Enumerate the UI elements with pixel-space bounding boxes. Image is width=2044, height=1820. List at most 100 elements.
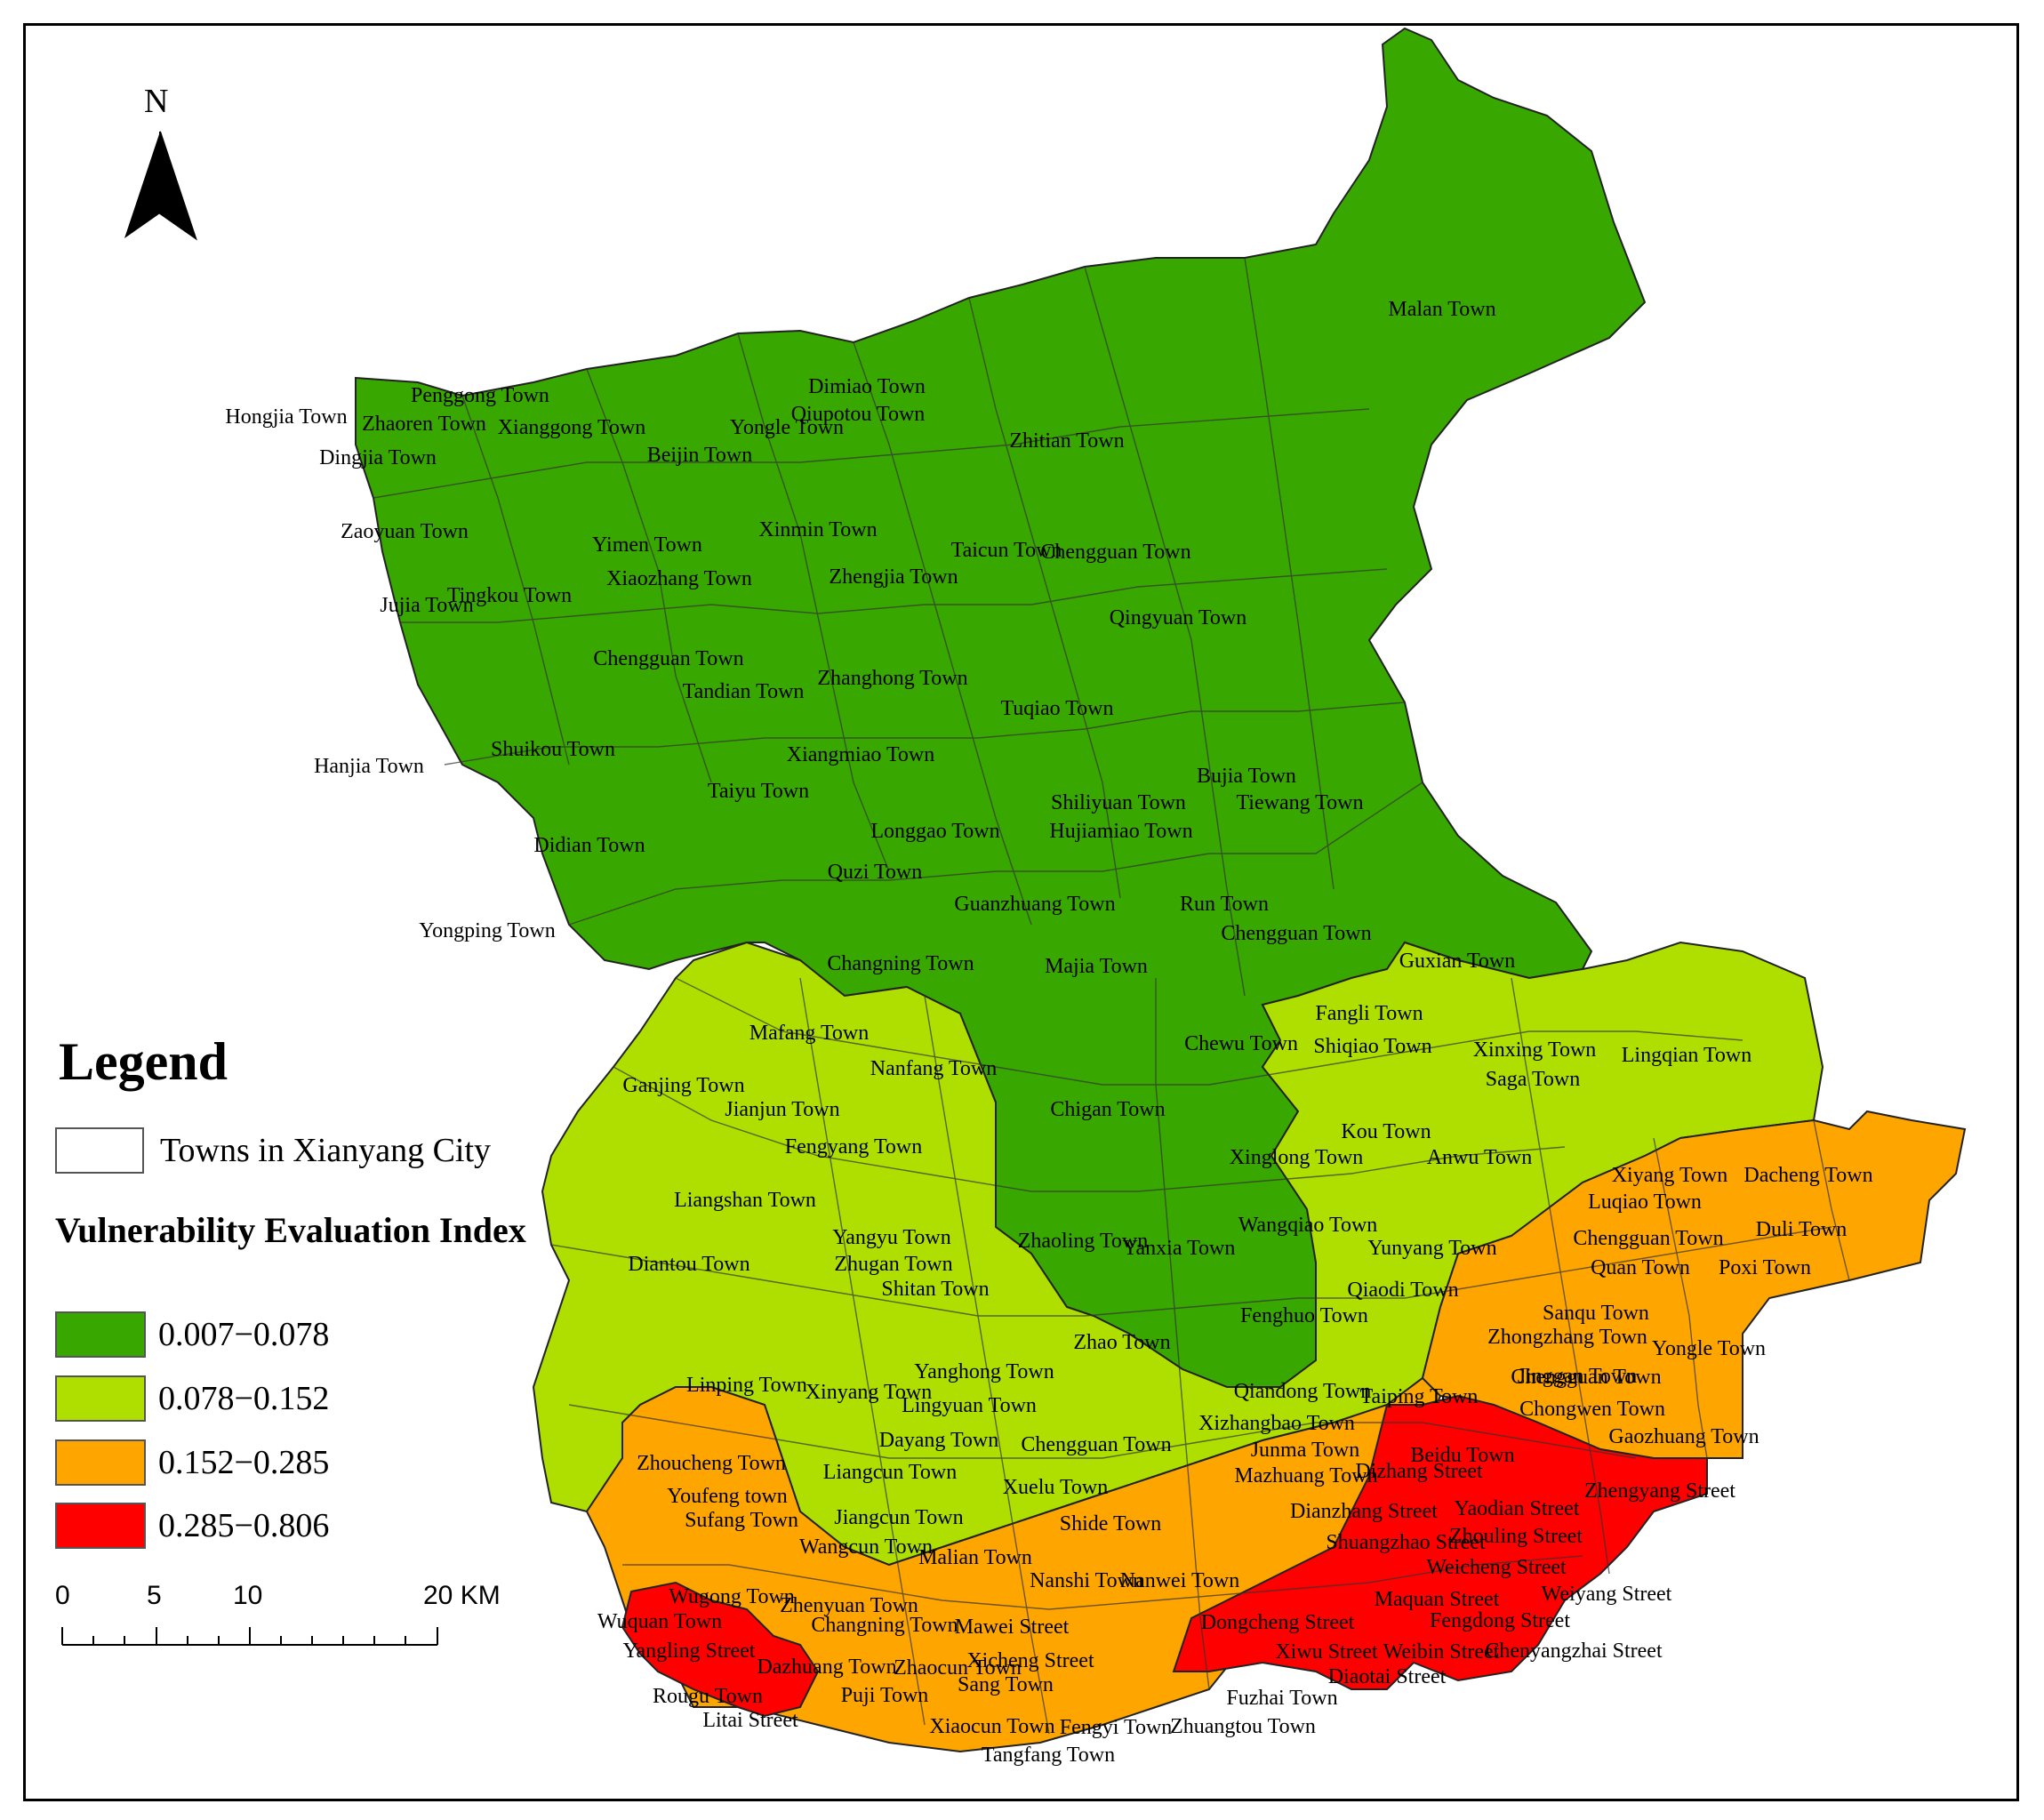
town-label: Hongjia Town bbox=[225, 405, 347, 429]
town-label: Wuquan Town bbox=[597, 1610, 722, 1633]
town-label: Duli Town bbox=[1756, 1218, 1848, 1241]
town-label: Quzi Town bbox=[828, 861, 923, 884]
town-label: Chengguan Town bbox=[1221, 922, 1371, 945]
town-label: Lingyuan Town bbox=[902, 1394, 1037, 1417]
legend-towns-entry: Towns in Xianyang City bbox=[55, 1127, 491, 1174]
town-label: Zhaocun Town bbox=[894, 1656, 1022, 1680]
legend-swatch bbox=[55, 1503, 146, 1549]
town-label: Chengguan Town bbox=[593, 647, 743, 670]
town-label: Zhuangtou Town bbox=[1170, 1715, 1316, 1738]
town-label: Tangfang Town bbox=[982, 1744, 1115, 1767]
town-label: Dimiao Town bbox=[808, 375, 926, 398]
town-label: Taicun Town bbox=[951, 539, 1062, 562]
legend-swatch bbox=[55, 1311, 146, 1358]
town-label: Liangcun Town bbox=[823, 1461, 958, 1484]
town-label: Yongping Town bbox=[419, 919, 555, 942]
town-label: Xizhangbao Town bbox=[1198, 1412, 1355, 1435]
town-label: Xinglong Town bbox=[1230, 1146, 1364, 1169]
town-label: Zhitian Town bbox=[1009, 429, 1124, 453]
town-label: Yimen Town bbox=[592, 533, 702, 557]
town-label: Jianjun Town bbox=[725, 1098, 839, 1121]
legend-index-title: Vulnerability Evaluation Index bbox=[55, 1210, 526, 1250]
town-label: Qiandong Town bbox=[1234, 1380, 1372, 1403]
town-label: Xuelu Town bbox=[1003, 1476, 1109, 1499]
town-label: Chengguan Town bbox=[1573, 1227, 1723, 1250]
town-labels: Malan Town Penggong Town Hongjia Town Zhaor… bbox=[225, 298, 1872, 1767]
town-label: Nanshi Town bbox=[1030, 1569, 1143, 1592]
town-label: Zhaoling Town bbox=[1018, 1230, 1149, 1253]
legend-class-1: 0.007−0.078 bbox=[55, 1311, 329, 1358]
north-label: N bbox=[144, 83, 169, 120]
town-label: Fengyang Town bbox=[785, 1135, 923, 1159]
town-label: Litai Street bbox=[702, 1709, 798, 1732]
town-label: Lingqian Town bbox=[1622, 1044, 1752, 1067]
town-label: Bujia Town bbox=[1197, 765, 1296, 788]
town-label: Yongle Town bbox=[730, 416, 844, 439]
town-boundaries bbox=[373, 257, 1850, 1735]
town-label: Zhoucheng Town bbox=[637, 1452, 786, 1475]
town-label: Rougu Town bbox=[653, 1685, 763, 1708]
town-label: Xiangmiao Town bbox=[787, 743, 935, 766]
legend-class-label: 0.078−0.152 bbox=[158, 1380, 330, 1417]
town-label: Wangcun Town bbox=[799, 1535, 933, 1559]
town-label: Tiewang Town bbox=[1236, 791, 1363, 814]
town-label: Dizhang Street bbox=[1355, 1460, 1483, 1483]
town-label: Yongle Town bbox=[1652, 1337, 1766, 1360]
town-label: Sang Town bbox=[958, 1673, 1054, 1696]
town-label: Majia Town bbox=[1045, 955, 1148, 978]
scale-tick-label: 20 KM bbox=[423, 1581, 501, 1610]
town-label: Yanghong Town bbox=[914, 1360, 1054, 1383]
town-label: Jiangcun Town bbox=[834, 1506, 963, 1529]
town-label: Fengyi Town bbox=[1060, 1716, 1173, 1739]
town-label: Zhaoren Town bbox=[362, 413, 486, 436]
town-label: Youfeng town bbox=[667, 1485, 788, 1508]
town-label: Fuzhai Town bbox=[1226, 1687, 1337, 1710]
town-label: Taiyu Town bbox=[708, 780, 809, 803]
legend-class-3: 0.152−0.285 bbox=[55, 1439, 329, 1486]
town-label: Zhugan Town bbox=[834, 1253, 952, 1276]
town-label: Jujia Town bbox=[380, 594, 473, 617]
town-label: Puji Town bbox=[841, 1684, 929, 1707]
town-label: Weiyang Street bbox=[1542, 1583, 1672, 1606]
town-label: Hanjia Town bbox=[314, 755, 424, 778]
north-arrow-icon bbox=[124, 131, 197, 241]
town-label: Zhongzhang Town bbox=[1487, 1326, 1647, 1349]
town-label: Ganjing Town bbox=[622, 1074, 744, 1097]
town-label: Tingkou Town bbox=[447, 584, 572, 607]
town-label: Xianggong Town bbox=[498, 416, 646, 439]
town-label: Chewu Town bbox=[1184, 1032, 1298, 1055]
town-label: Zhengjia Town bbox=[829, 565, 958, 589]
town-label: Qiupotou Town bbox=[791, 403, 926, 426]
legend-towns-label: Towns in Xianyang City bbox=[160, 1132, 492, 1169]
town-label: Chigan Town bbox=[1050, 1098, 1165, 1121]
town-label: Dongcheng Street bbox=[1201, 1611, 1355, 1634]
map-frame bbox=[23, 23, 2019, 1801]
town-label: Qingyuan Town bbox=[1110, 606, 1247, 629]
town-label: Wugong Town bbox=[669, 1585, 795, 1608]
town-label: Changning Town bbox=[827, 952, 974, 975]
scale-tick-label: 0 bbox=[55, 1581, 70, 1610]
town-label: Tuqiao Town bbox=[1000, 697, 1113, 720]
town-label: Junma Town bbox=[1251, 1439, 1360, 1462]
scale-bar bbox=[61, 1627, 438, 1646]
town-label: Malian Town bbox=[918, 1546, 1032, 1569]
town-label: Liangshan Town bbox=[674, 1189, 816, 1212]
town-label: Xinyang Town bbox=[806, 1381, 933, 1404]
town-label: Mazhuang Town bbox=[1234, 1464, 1377, 1487]
town-label: Yaodian Street bbox=[1455, 1497, 1580, 1520]
town-label: Yangyu Town bbox=[832, 1226, 950, 1249]
town-label: Malan Town bbox=[1388, 298, 1495, 321]
town-label: Shuangzhao Street bbox=[1326, 1531, 1486, 1554]
town-label: Quan Town bbox=[1591, 1256, 1690, 1279]
town-label: Shiqiao Town bbox=[1313, 1035, 1431, 1058]
legend-class-label: 0.152−0.285 bbox=[158, 1444, 330, 1481]
town-label: Shitan Town bbox=[881, 1278, 989, 1301]
town-label: Dingjia Town bbox=[319, 446, 437, 469]
town-label: Run Town bbox=[1180, 893, 1269, 916]
town-label: Anwu Town bbox=[1427, 1146, 1533, 1169]
town-label: Diantou Town bbox=[628, 1253, 749, 1276]
town-label: Linping Town bbox=[686, 1374, 807, 1397]
town-label: Xicheng Street bbox=[966, 1649, 1094, 1672]
town-label: Beidu Town bbox=[1410, 1444, 1514, 1467]
town-label: Sufang Town bbox=[685, 1509, 798, 1532]
